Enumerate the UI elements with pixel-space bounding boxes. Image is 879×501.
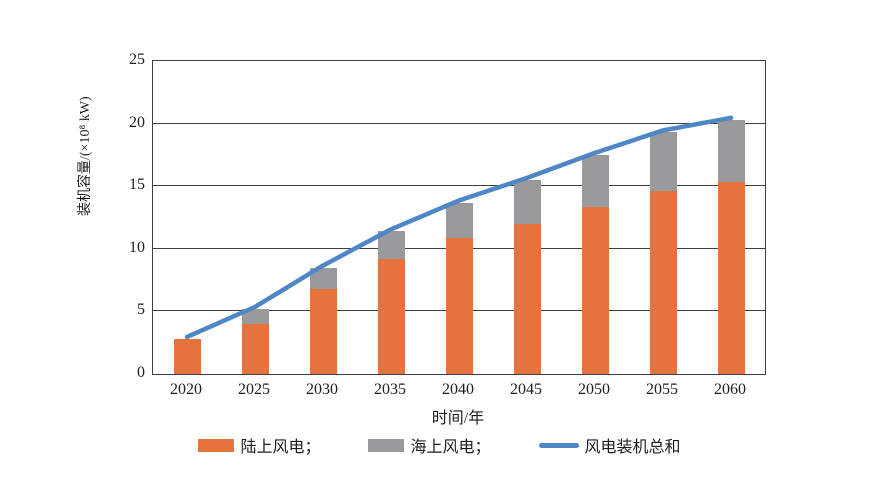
onshore-bar-segment bbox=[581, 207, 609, 374]
legend-total-wind-swatch bbox=[538, 442, 579, 448]
gridline-15 bbox=[153, 185, 765, 187]
chart-plot-area bbox=[152, 60, 766, 375]
legend-total-wind-label: 风电装机总和 bbox=[584, 439, 681, 456]
legend-offshore-wind-label: 海上风电； bbox=[410, 439, 491, 456]
bar-group-2040 bbox=[445, 61, 473, 374]
chart-legend: 陆上风电； 海上风电； 风电装机总和 bbox=[0, 433, 879, 457]
total-line-path bbox=[184, 115, 734, 340]
legend-onshore-wind: 陆上风电； bbox=[198, 433, 320, 457]
bar-group-2055 bbox=[649, 61, 677, 374]
onshore-bar-segment bbox=[649, 191, 677, 374]
x-tick-label: 2055 bbox=[646, 381, 678, 398]
onshore-bar-segment bbox=[241, 323, 269, 374]
y-tick-label: 20 bbox=[129, 113, 145, 131]
legend-offshore-wind: 海上风电； bbox=[368, 433, 491, 457]
legend-offshore-wind-swatch bbox=[368, 438, 405, 452]
onshore-bar-segment bbox=[377, 258, 405, 374]
x-tick-label: 2035 bbox=[374, 381, 406, 398]
x-tick-label: 2030 bbox=[306, 381, 338, 398]
gridline-20 bbox=[153, 122, 765, 124]
bar-group-2035 bbox=[377, 61, 405, 374]
offshore-bar-segment bbox=[717, 119, 745, 183]
x-tick-label: 2040 bbox=[442, 381, 474, 398]
x-tick-label: 2020 bbox=[170, 381, 202, 398]
offshore-bar-segment bbox=[445, 202, 473, 238]
legend-onshore-wind-swatch bbox=[198, 438, 235, 452]
y-axis-title: 装机容量/(×10⁸ kW) bbox=[78, 96, 93, 216]
bar-group-2045 bbox=[513, 61, 541, 374]
offshore-bar-segment bbox=[649, 132, 677, 192]
offshore-bar-segment bbox=[513, 179, 541, 224]
offshore-bar-segment bbox=[241, 308, 269, 324]
y-tick-label: 15 bbox=[129, 176, 145, 194]
onshore-bar-segment bbox=[173, 338, 201, 374]
total-line bbox=[184, 115, 734, 340]
offshore-bar-segment bbox=[581, 154, 609, 208]
x-tick-label: 2050 bbox=[578, 381, 610, 398]
x-axis-title: 时间/年 bbox=[431, 410, 485, 427]
onshore-bar-segment bbox=[717, 182, 745, 374]
bar-group-2025 bbox=[241, 61, 269, 374]
x-tick-label: 2060 bbox=[714, 381, 746, 398]
y-tick-label: 0 bbox=[137, 364, 145, 381]
legend-total-wind: 风电装机总和 bbox=[538, 433, 681, 457]
bar-group-2030 bbox=[309, 61, 337, 374]
bar-group-2060 bbox=[717, 61, 745, 374]
bar-group-2050 bbox=[581, 61, 609, 374]
onshore-bar-segment bbox=[445, 237, 473, 374]
legend-onshore-wind-label: 陆上风电； bbox=[240, 439, 321, 456]
y-tick-label: 25 bbox=[129, 51, 145, 68]
onshore-bar-segment bbox=[513, 223, 541, 374]
onshore-bar-segment bbox=[309, 288, 337, 374]
bar-group-2020 bbox=[173, 61, 201, 374]
y-tick-label: 5 bbox=[137, 301, 145, 319]
x-tick-label: 2045 bbox=[510, 381, 542, 398]
offshore-bar-segment bbox=[309, 267, 337, 289]
y-tick-label: 10 bbox=[129, 238, 145, 256]
x-tick-label: 2025 bbox=[238, 381, 270, 398]
